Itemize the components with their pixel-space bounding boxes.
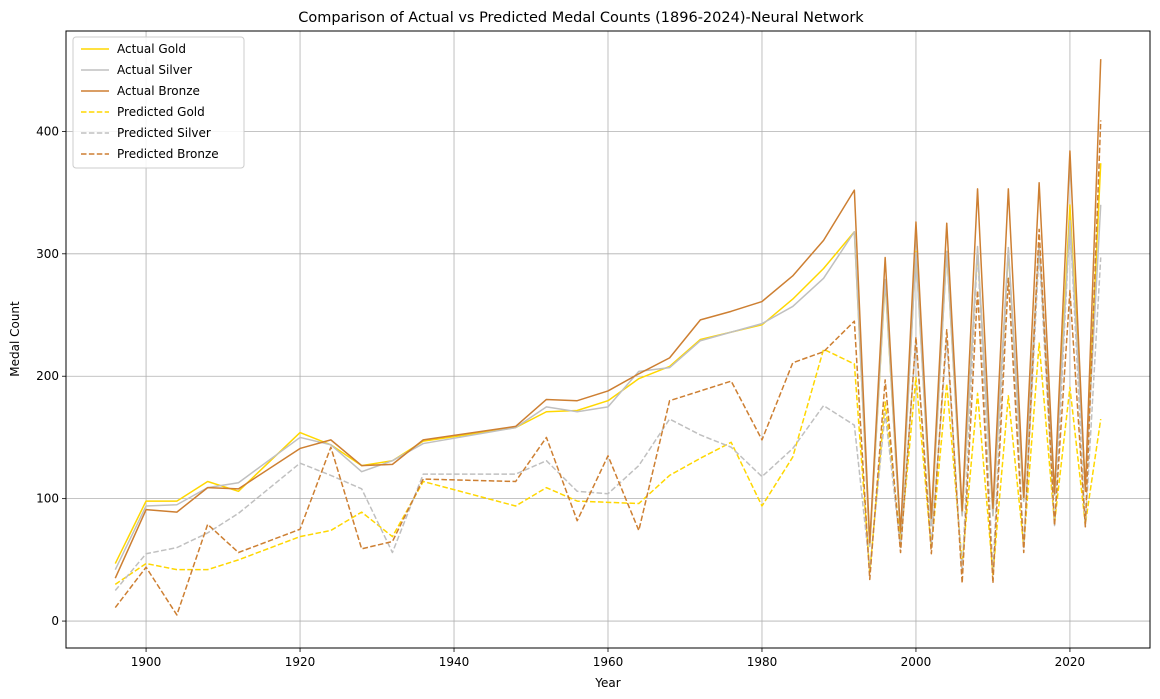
x-axis-title: Year <box>594 676 620 690</box>
y-axis: 0 100 200 300 400 <box>36 124 66 628</box>
legend-label: Predicted Silver <box>117 126 211 140</box>
x-tick-label: 1980 <box>747 655 778 669</box>
y-tick-label: 400 <box>36 124 59 138</box>
x-tick-label: 1900 <box>131 655 162 669</box>
legend: Actual Gold Actual Silver Actual Bronze Pre… <box>72 36 245 169</box>
legend-label: Predicted Gold <box>117 105 205 119</box>
y-tick-label: 100 <box>36 492 59 506</box>
legend-label: Actual Gold <box>117 42 186 56</box>
series-line-predicted-silver <box>114 220 1102 591</box>
x-tick-label: 1940 <box>439 655 470 669</box>
series-line-actual-bronze <box>114 59 1102 579</box>
legend-box <box>72 36 245 169</box>
legend-label: Actual Silver <box>117 63 192 77</box>
series-line-predicted-gold <box>114 342 1102 585</box>
y-axis-title: Medal Count <box>8 301 22 377</box>
x-tick-label: 2020 <box>1055 655 1086 669</box>
legend-label: Actual Bronze <box>117 84 200 98</box>
y-tick-label: 0 <box>51 614 59 628</box>
series-lines <box>114 59 1102 616</box>
series-line-predicted-bronze <box>114 120 1102 616</box>
chart-title: Comparison of Actual vs Predicted Medal … <box>298 10 864 26</box>
x-tick-label: 2000 <box>901 655 932 669</box>
y-tick-label: 300 <box>36 247 59 261</box>
legend-label: Predicted Bronze <box>117 147 219 161</box>
x-tick-label: 1920 <box>285 655 316 669</box>
x-tick-label: 1960 <box>593 655 624 669</box>
x-axis: 1900 1920 1940 1960 1980 2000 2020 <box>131 648 1085 669</box>
y-tick-label: 200 <box>36 369 59 383</box>
